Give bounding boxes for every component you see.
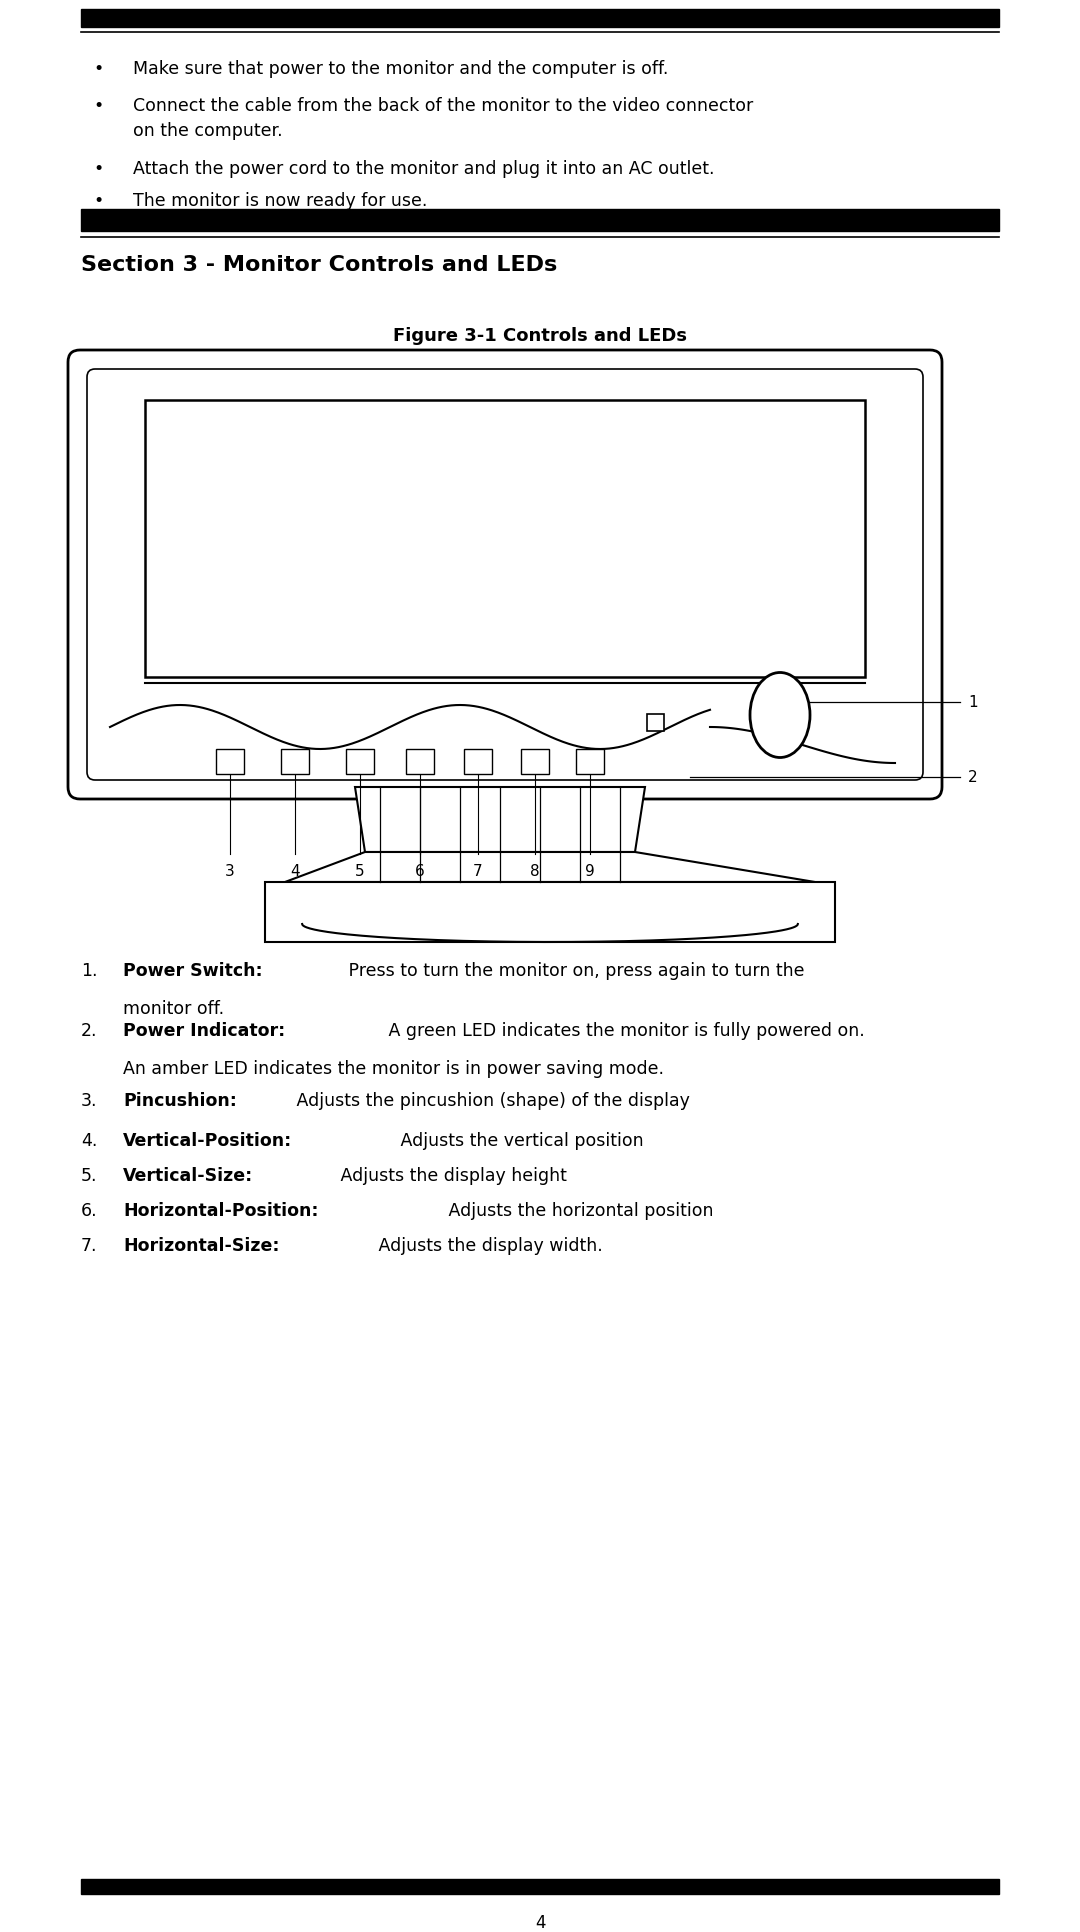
Bar <box>346 750 374 775</box>
Text: 1.: 1. <box>81 962 97 980</box>
Text: Power Switch:: Power Switch: <box>123 962 262 980</box>
Text: •: • <box>94 60 104 77</box>
Bar <box>281 750 309 775</box>
Text: 8: 8 <box>530 864 540 879</box>
Bar <box>406 750 434 775</box>
Text: Adjusts the pincushion (shape) of the display: Adjusts the pincushion (shape) of the di… <box>291 1092 690 1111</box>
Text: Adjusts the vertical position: Adjusts the vertical position <box>395 1132 644 1150</box>
Text: 7: 7 <box>473 864 483 879</box>
Bar <box>81 1880 999 1893</box>
Text: •: • <box>94 191 104 211</box>
Text: Figure 3-1 Controls and LEDs: Figure 3-1 Controls and LEDs <box>393 327 687 346</box>
Text: 1: 1 <box>968 694 977 709</box>
Text: Horizontal-Size:: Horizontal-Size: <box>123 1236 280 1256</box>
Text: Adjusts the horizontal position: Adjusts the horizontal position <box>443 1202 714 1219</box>
Text: 4: 4 <box>291 864 300 879</box>
FancyBboxPatch shape <box>87 369 923 781</box>
Text: Vertical-Position:: Vertical-Position: <box>123 1132 293 1150</box>
Bar <box>464 750 492 775</box>
Text: Vertical-Size:: Vertical-Size: <box>123 1167 253 1184</box>
Text: Attach the power cord to the monitor and plug it into an AC outlet.: Attach the power cord to the monitor and… <box>133 160 715 178</box>
Text: 6: 6 <box>415 864 424 879</box>
Text: Adjusts the display height: Adjusts the display height <box>335 1167 567 1184</box>
Text: on the computer.: on the computer. <box>133 122 283 139</box>
Bar <box>145 400 865 676</box>
Text: •: • <box>94 97 104 116</box>
Bar <box>265 883 835 943</box>
Text: An amber LED indicates the monitor is in power saving mode.: An amber LED indicates the monitor is in… <box>123 1061 664 1078</box>
Text: monitor off.: monitor off. <box>123 1001 225 1018</box>
Text: Horizontal-Position:: Horizontal-Position: <box>123 1202 319 1219</box>
Text: Make sure that power to the monitor and the computer is off.: Make sure that power to the monitor and … <box>133 60 669 77</box>
Text: 3.: 3. <box>81 1092 97 1111</box>
Text: 7.: 7. <box>81 1236 97 1256</box>
Text: A green LED indicates the monitor is fully powered on.: A green LED indicates the monitor is ful… <box>383 1022 865 1039</box>
Text: 2.: 2. <box>81 1022 97 1039</box>
Text: 5.: 5. <box>81 1167 97 1184</box>
Bar <box>521 750 549 775</box>
Text: 4: 4 <box>535 1915 545 1932</box>
Text: Power Indicator:: Power Indicator: <box>123 1022 285 1039</box>
Ellipse shape <box>750 672 810 757</box>
Text: 2: 2 <box>968 769 977 784</box>
Bar <box>81 209 999 232</box>
Text: Press to turn the monitor on, press again to turn the: Press to turn the monitor on, press agai… <box>343 962 805 980</box>
Bar <box>647 713 663 730</box>
Text: Connect the cable from the back of the monitor to the video connector: Connect the cable from the back of the m… <box>133 97 753 116</box>
FancyBboxPatch shape <box>68 350 942 800</box>
Text: 4.: 4. <box>81 1132 97 1150</box>
Text: 9: 9 <box>585 864 595 879</box>
Text: 5: 5 <box>355 864 365 879</box>
Polygon shape <box>355 786 645 852</box>
Text: Pincushion:: Pincushion: <box>123 1092 237 1111</box>
Text: 3: 3 <box>225 864 234 879</box>
Text: •: • <box>94 160 104 178</box>
Text: The monitor is now ready for use.: The monitor is now ready for use. <box>133 191 428 211</box>
Polygon shape <box>285 852 815 883</box>
Bar <box>81 10 999 27</box>
Text: 6.: 6. <box>81 1202 97 1219</box>
Text: Adjusts the display width.: Adjusts the display width. <box>373 1236 603 1256</box>
Bar <box>216 750 244 775</box>
Text: Section 3 - Monitor Controls and LEDs: Section 3 - Monitor Controls and LEDs <box>81 255 557 274</box>
Bar <box>576 750 604 775</box>
